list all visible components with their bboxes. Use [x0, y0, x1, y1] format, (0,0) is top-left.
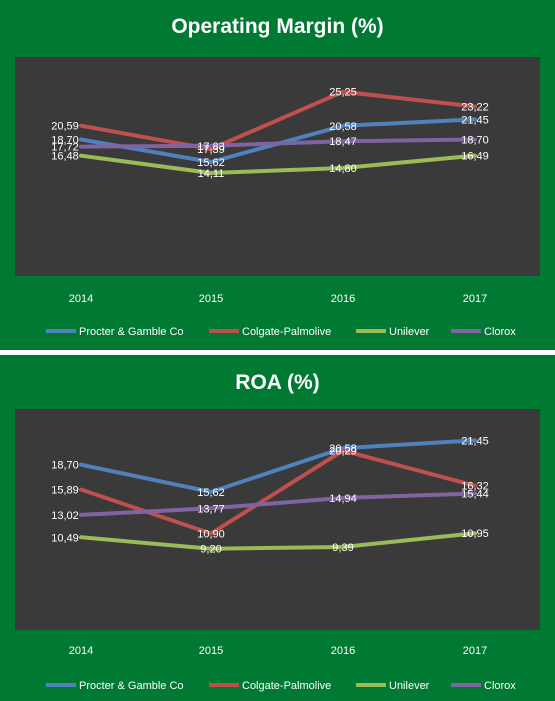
- data-label: 14,11: [198, 168, 225, 180]
- data-label: 14,94: [329, 493, 357, 505]
- series-line-procter-gamble-co: [79, 438, 477, 494]
- data-label: 10,49: [51, 532, 79, 544]
- operating-margin-chart: Operating Margin (%) 2014 2015 2016 2017 18,…: [0, 0, 555, 350]
- legend-label: Colgate-Palmolive: [242, 680, 331, 692]
- series-line-clorox: [79, 137, 477, 149]
- data-label: 15,44: [461, 489, 489, 501]
- data-label: 15,62: [197, 487, 225, 499]
- legend-label: Unilever: [389, 680, 430, 692]
- roa-plot: 2014 2015 2016 2017 18,70 15,62 20,58 21,45 15,8…: [15, 409, 540, 692]
- data-label: 10,95: [461, 528, 489, 540]
- x-tick-label: 2017: [463, 293, 487, 305]
- legend-label: Clorox: [484, 680, 516, 692]
- legend-label: Colgate-Palmolive: [242, 326, 331, 338]
- legend-item: Colgate-Palmolive: [209, 326, 331, 338]
- data-label: 16,49: [461, 151, 489, 163]
- data-label: 20,58: [329, 443, 357, 455]
- data-label: 20,59: [51, 121, 79, 133]
- series-line-unilever: [79, 531, 477, 551]
- x-tick-label: 2016: [331, 645, 355, 657]
- series-line-unilever: [79, 153, 477, 175]
- data-label: 20,29: [329, 446, 357, 458]
- data-label: 13,02: [51, 510, 79, 522]
- data-label: 15,62: [197, 157, 225, 169]
- data-label: 9,39: [332, 542, 353, 554]
- legend-item: Colgate-Palmolive: [209, 680, 331, 692]
- data-label: 14,80: [329, 163, 357, 175]
- data-label: 16,32: [461, 481, 489, 493]
- x-tick-label: 2017: [463, 645, 487, 657]
- data-label: 17,83: [197, 141, 225, 153]
- legend-item: Clorox: [451, 326, 516, 338]
- data-label: 21,45: [461, 114, 489, 126]
- data-label: 20,58: [329, 121, 357, 133]
- legend-item: Clorox: [451, 680, 516, 692]
- data-label: 25,25: [329, 87, 357, 99]
- legend-label: Unilever: [389, 326, 430, 338]
- legend-label: Procter & Gamble Co: [79, 680, 184, 692]
- data-label: 16,48: [51, 151, 79, 163]
- legend-item: Procter & Gamble Co: [46, 680, 184, 692]
- legend-item: Unilever: [356, 326, 430, 338]
- legend-item: Unilever: [356, 680, 430, 692]
- data-label: 18,70: [51, 460, 79, 472]
- x-tick-label: 2015: [199, 293, 223, 305]
- x-tick-label: 2014: [69, 645, 93, 657]
- series-line-colgate-palmolive: [79, 89, 477, 152]
- x-tick-label: 2014: [69, 293, 93, 305]
- series-line-clorox: [79, 491, 477, 517]
- operating-margin-plot: 2014 2015 2016 2017 18,70 15,62 20,58 21,45 20,5…: [15, 57, 540, 338]
- x-tick-label: 2015: [199, 645, 223, 657]
- plot-area: [15, 57, 540, 276]
- data-label: 18,70: [461, 135, 489, 147]
- x-tick-label: 2016: [331, 293, 355, 305]
- data-label: 17,39: [197, 144, 225, 156]
- plot-area: [15, 409, 540, 630]
- data-label: 13,77: [197, 503, 225, 515]
- chart-title: Operating Margin (%): [171, 15, 384, 38]
- roa-chart: ROA (%) 2014 2015 2016 2017 18,70 15,62 20,58 2…: [0, 355, 555, 701]
- data-label: 18,70: [51, 135, 79, 147]
- legend-item: Procter & Gamble Co: [46, 326, 184, 338]
- chart-title: ROA (%): [235, 371, 320, 394]
- legend-label: Procter & Gamble Co: [79, 326, 184, 338]
- data-label: 17,72: [51, 142, 79, 154]
- data-label: 23,22: [461, 102, 489, 114]
- data-label: 18,47: [329, 136, 357, 148]
- data-label: 15,89: [51, 485, 79, 497]
- data-label: 21,45: [461, 435, 489, 447]
- data-label: 9,20: [200, 544, 221, 556]
- data-label: 10,90: [197, 529, 225, 541]
- legend-label: Clorox: [484, 326, 516, 338]
